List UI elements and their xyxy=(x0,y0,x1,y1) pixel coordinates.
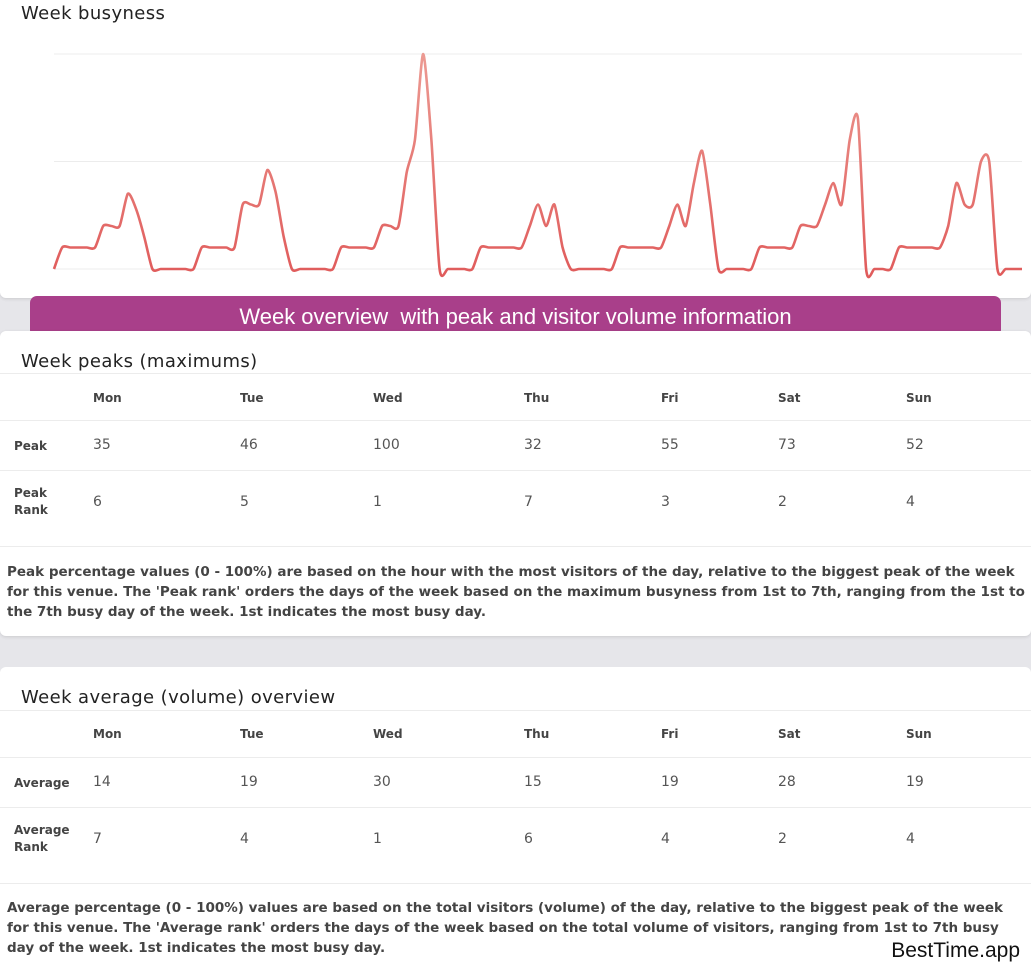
day-header-sat: Sat xyxy=(778,727,801,741)
chart-grid xyxy=(54,53,1022,270)
week-busyness-card: Week busyness xyxy=(0,0,1031,298)
day-header-tue: Tue xyxy=(240,391,264,405)
overview-banner: Week overview with peak and visitor volu… xyxy=(30,296,1001,337)
peak-rank-mon: 6 xyxy=(93,494,102,510)
busyness-line xyxy=(52,52,1022,279)
day-header-thu: Thu xyxy=(524,391,550,405)
average-rank-thu: 6 xyxy=(524,831,533,847)
besttime-watermark: BestTime.app xyxy=(891,939,1020,962)
day-header-mon: Mon xyxy=(93,727,122,741)
peak-mon: 35 xyxy=(93,437,111,453)
day-header-fri: Fri xyxy=(661,391,679,405)
table-row: Peak Rank 6 5 1 7 3 2 4 xyxy=(0,470,1031,547)
averages-note: Average percentage (0 - 100%) values are… xyxy=(7,900,1004,956)
peak-wed: 100 xyxy=(373,437,400,453)
average-rank-sat: 2 xyxy=(778,831,787,847)
average-rank-wed: 1 xyxy=(373,831,382,847)
week-busyness-title: Week busyness xyxy=(21,3,166,24)
week-peaks-card: Week peaks (maximums) Mon Tue Wed Thu Fr… xyxy=(0,331,1031,636)
average-fri: 19 xyxy=(661,774,679,790)
table-header-row: Mon Tue Wed Thu Fri Sat Sun xyxy=(0,373,1031,420)
row-label-peak: Peak xyxy=(14,439,48,453)
row-label-average-rank: Average Rank xyxy=(14,823,70,854)
peak-rank-sat: 2 xyxy=(778,494,787,510)
week-average-title: Week average (volume) overview xyxy=(21,687,336,708)
average-sat: 28 xyxy=(778,774,796,790)
peak-rank-sun: 4 xyxy=(906,494,915,510)
chart-series xyxy=(52,52,1022,279)
average-wed: 30 xyxy=(373,774,391,790)
table-row: Average Rank 7 4 1 6 4 2 4 xyxy=(0,807,1031,884)
table-header-row: Mon Tue Wed Thu Fri Sat Sun xyxy=(0,710,1031,757)
week-peaks-title: Week peaks (maximums) xyxy=(21,351,258,372)
peak-tue: 46 xyxy=(240,437,258,453)
day-header-sun: Sun xyxy=(906,727,932,741)
peak-sat: 73 xyxy=(778,437,796,453)
average-rank-mon: 7 xyxy=(93,831,102,847)
average-rank-tue: 4 xyxy=(240,831,249,847)
peak-fri: 55 xyxy=(661,437,679,453)
peak-sun: 52 xyxy=(906,437,924,453)
peak-rank-tue: 5 xyxy=(240,494,249,510)
average-mon: 14 xyxy=(93,774,111,790)
table-row: Peak 35 46 100 32 55 73 52 xyxy=(0,420,1031,470)
average-tue: 19 xyxy=(240,774,258,790)
row-label-average: Average xyxy=(14,776,70,790)
average-thu: 15 xyxy=(524,774,542,790)
row-label-peak-rank: Peak Rank xyxy=(14,486,48,517)
day-header-sat: Sat xyxy=(778,391,801,405)
day-header-mon: Mon xyxy=(93,391,122,405)
peak-rank-wed: 1 xyxy=(373,494,382,510)
day-header-tue: Tue xyxy=(240,727,264,741)
peak-rank-thu: 7 xyxy=(524,494,533,510)
day-header-wed: Wed xyxy=(373,391,403,405)
week-busyness-chart xyxy=(52,52,1022,279)
day-header-wed: Wed xyxy=(373,727,403,741)
day-header-fri: Fri xyxy=(661,727,679,741)
peaks-note: Peak percentage values (0 - 100%) are ba… xyxy=(7,564,1025,620)
peak-thu: 32 xyxy=(524,437,542,453)
day-header-thu: Thu xyxy=(524,727,550,741)
day-header-sun: Sun xyxy=(906,391,932,405)
peak-rank-fri: 3 xyxy=(661,494,670,510)
average-rank-fri: 4 xyxy=(661,831,670,847)
week-average-card: Week average (volume) overview Mon Tue W… xyxy=(0,667,1031,967)
average-rank-sun: 4 xyxy=(906,831,915,847)
table-row: Average 14 19 30 15 19 28 19 xyxy=(0,757,1031,807)
average-sun: 19 xyxy=(906,774,924,790)
